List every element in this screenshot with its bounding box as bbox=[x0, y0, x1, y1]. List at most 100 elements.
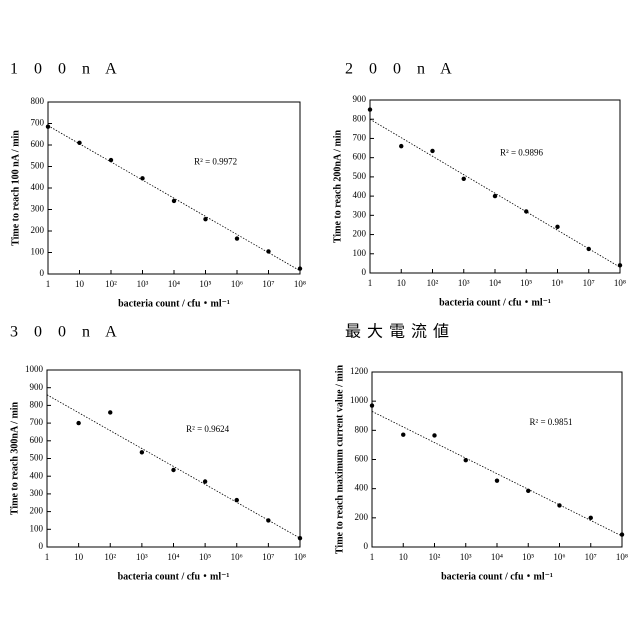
figure: 1 0 0 n A010020030040050060070080011010²… bbox=[0, 0, 640, 640]
x-axis-label: bacteria count / cfu・ml⁻¹ bbox=[439, 297, 551, 308]
x-tick-label: 1 bbox=[368, 278, 373, 288]
y-tick-label: 500 bbox=[31, 161, 45, 171]
x-tick-label: 10² bbox=[105, 279, 117, 289]
data-point bbox=[399, 144, 403, 148]
y-tick-label: 0 bbox=[39, 541, 44, 551]
y-tick-label: 0 bbox=[40, 268, 45, 278]
x-tick-label: 10 bbox=[399, 552, 409, 562]
chart-title: 1 0 0 n A bbox=[10, 61, 123, 78]
data-point bbox=[266, 249, 270, 253]
plot-frame bbox=[48, 102, 300, 274]
x-tick-label: 1 bbox=[45, 552, 50, 562]
x-tick-label: 10⁷ bbox=[262, 279, 274, 289]
y-tick-label: 900 bbox=[30, 382, 44, 392]
x-tick-label: 10⁴ bbox=[167, 552, 179, 562]
x-tick-label: 10⁸ bbox=[294, 552, 306, 562]
data-point bbox=[109, 158, 113, 162]
r-squared-annotation: R² = 0.9972 bbox=[194, 156, 237, 166]
data-point bbox=[171, 468, 175, 472]
x-tick-label: 10⁷ bbox=[583, 278, 595, 288]
y-tick-label: 200 bbox=[353, 229, 367, 239]
y-tick-label: 1200 bbox=[350, 366, 369, 376]
y-tick-label: 500 bbox=[30, 453, 44, 463]
y-tick-label: 400 bbox=[30, 470, 44, 480]
x-tick-label: 10 bbox=[74, 552, 84, 562]
x-tick-label: 10⁶ bbox=[231, 279, 243, 289]
x-tick-label: 10² bbox=[429, 552, 441, 562]
data-point bbox=[430, 149, 434, 153]
x-tick-label: 10 bbox=[397, 278, 407, 288]
chart-title: 最大電流値 bbox=[345, 323, 455, 341]
y-tick-label: 400 bbox=[355, 483, 369, 493]
data-point bbox=[368, 107, 372, 111]
x-tick-label: 10⁴ bbox=[491, 552, 503, 562]
data-point bbox=[235, 498, 239, 502]
x-tick-label: 10⁸ bbox=[294, 279, 306, 289]
chart-title: 3 0 0 n A bbox=[10, 324, 123, 341]
y-tick-label: 700 bbox=[31, 118, 45, 128]
x-tick-label: 10 bbox=[75, 279, 85, 289]
y-tick-label: 100 bbox=[353, 248, 367, 258]
x-tick-label: 10² bbox=[104, 552, 116, 562]
x-tick-label: 10⁵ bbox=[199, 279, 211, 289]
x-tick-label: 10³ bbox=[137, 279, 149, 289]
data-point bbox=[618, 263, 622, 267]
x-axis-label: bacteria count / cfu・ml⁻¹ bbox=[118, 571, 230, 582]
y-tick-label: 800 bbox=[355, 424, 369, 434]
x-tick-label: 10³ bbox=[460, 552, 472, 562]
r-squared-annotation: R² = 0.9851 bbox=[530, 417, 573, 427]
chart-title: 2 0 0 n A bbox=[345, 61, 458, 78]
y-tick-label: 200 bbox=[31, 225, 45, 235]
y-axis-label: Time to reach 100 nA / min bbox=[10, 130, 21, 246]
plot-frame bbox=[370, 100, 620, 273]
data-point bbox=[462, 177, 466, 181]
y-tick-label: 400 bbox=[353, 190, 367, 200]
data-point bbox=[587, 247, 591, 251]
data-point bbox=[401, 433, 405, 437]
x-tick-label: 1 bbox=[370, 552, 375, 562]
data-point bbox=[203, 217, 207, 221]
data-point bbox=[140, 176, 144, 180]
data-point bbox=[77, 141, 81, 145]
y-axis-label: Time to reach 300nA / min bbox=[9, 401, 20, 515]
data-point bbox=[172, 199, 176, 203]
y-tick-label: 600 bbox=[30, 435, 44, 445]
y-tick-label: 300 bbox=[353, 209, 367, 219]
x-tick-label: 10⁶ bbox=[551, 278, 563, 288]
y-axis-label: Time to reach 200nA / min bbox=[332, 129, 343, 243]
data-point bbox=[298, 536, 302, 540]
y-tick-label: 600 bbox=[353, 152, 367, 162]
x-tick-label: 10⁷ bbox=[262, 552, 274, 562]
x-tick-label: 10⁶ bbox=[553, 552, 565, 562]
x-tick-label: 10⁴ bbox=[489, 278, 501, 288]
x-tick-label: 10⁸ bbox=[616, 552, 628, 562]
x-tick-label: 10⁴ bbox=[168, 279, 180, 289]
x-tick-label: 10⁸ bbox=[614, 278, 626, 288]
trendline bbox=[370, 119, 620, 267]
y-tick-label: 400 bbox=[31, 182, 45, 192]
data-point bbox=[495, 478, 499, 482]
data-point bbox=[46, 125, 50, 129]
plot-frame bbox=[372, 372, 622, 547]
plot-frame bbox=[47, 370, 300, 547]
x-axis-label: bacteria count / cfu・ml⁻¹ bbox=[441, 571, 553, 582]
x-tick-label: 10³ bbox=[136, 552, 148, 562]
data-point bbox=[620, 532, 624, 536]
data-point bbox=[203, 479, 207, 483]
data-point bbox=[266, 518, 270, 522]
y-tick-label: 0 bbox=[364, 541, 369, 551]
y-tick-label: 700 bbox=[30, 417, 44, 427]
x-tick-label: 10⁵ bbox=[522, 552, 534, 562]
x-tick-label: 10⁶ bbox=[231, 552, 243, 562]
r-squared-annotation: R² = 0.9624 bbox=[186, 424, 230, 434]
data-point bbox=[557, 503, 561, 507]
y-tick-label: 300 bbox=[31, 204, 45, 214]
y-tick-label: 100 bbox=[30, 523, 44, 533]
y-tick-label: 1000 bbox=[25, 364, 44, 374]
y-tick-label: 800 bbox=[30, 399, 44, 409]
y-tick-label: 500 bbox=[353, 171, 367, 181]
data-point bbox=[555, 225, 559, 229]
x-tick-label: 10³ bbox=[458, 278, 470, 288]
x-tick-label: 10⁵ bbox=[520, 278, 532, 288]
data-point bbox=[370, 403, 374, 407]
